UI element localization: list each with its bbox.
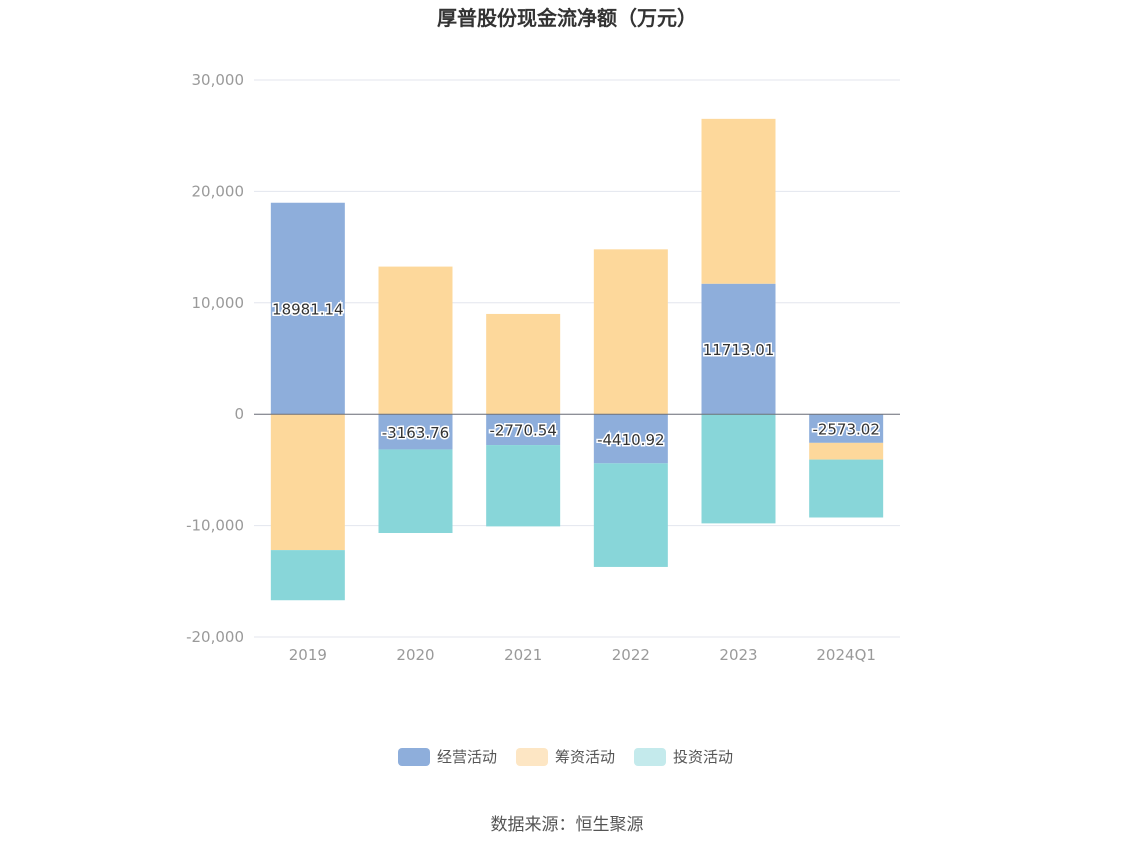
bar-operating	[593, 414, 668, 464]
y-tick-label: 20,000	[192, 182, 245, 200]
legend-item[interactable]: 筹资活动	[516, 748, 615, 766]
y-tick-label: 30,000	[192, 71, 245, 89]
x-tick-label: 2021	[504, 646, 542, 664]
data-label: 11713.01	[703, 341, 775, 359]
y-tick-label: -10,000	[186, 517, 244, 535]
x-tick-label: 2020	[396, 646, 434, 664]
chart-title: 厚普股份现金流净额（万元）	[437, 6, 697, 30]
x-tick-label: 2019	[289, 646, 327, 664]
legend-label: 筹资活动	[555, 748, 615, 766]
bar-financing	[809, 442, 884, 460]
x-axis: 2019 2020 2021 2022 2023 2024Q1	[289, 646, 876, 664]
y-tick-label: 0	[234, 405, 244, 423]
y-tick-label: -20,000	[186, 628, 244, 646]
bar-financing	[701, 118, 776, 284]
data-label: -2573.02	[812, 421, 879, 439]
x-tick-label: 2024Q1	[816, 646, 876, 664]
bar-investing	[378, 449, 453, 533]
data-label: -2770.54	[489, 422, 556, 440]
bar-investing	[593, 463, 668, 567]
data-label: 18981.14	[272, 300, 344, 318]
x-tick-label: 2022	[612, 646, 650, 664]
x-tick-label: 2023	[719, 646, 757, 664]
bar-financing	[593, 249, 668, 415]
bar-financing	[486, 313, 561, 415]
bars	[270, 118, 884, 601]
bar-operating	[270, 202, 345, 415]
grid-lines	[254, 79, 900, 638]
legend-item[interactable]: 投资活动	[634, 748, 733, 766]
bar-operating	[378, 414, 453, 450]
legend-swatch	[634, 748, 666, 766]
bar-financing	[270, 414, 345, 551]
bar-financing	[378, 266, 453, 415]
bar-operating	[701, 283, 776, 415]
source-note: 数据来源：恒生聚源	[491, 815, 644, 835]
legend-label: 投资活动	[673, 748, 733, 766]
data-label: -3163.76	[382, 424, 449, 442]
y-axis: 30,000 20,000 10,000 0 -10,000 -20,000	[186, 71, 244, 646]
legend-swatch	[516, 748, 548, 766]
bar-investing	[270, 550, 345, 601]
bar-investing	[701, 414, 776, 524]
bar-investing	[809, 459, 884, 518]
data-labels: 18981.14 -3163.76 -2770.54 -4410.92 11713.01…	[271, 299, 882, 450]
legend-label: 经营活动	[437, 748, 497, 766]
y-tick-label: 10,000	[192, 294, 245, 312]
bar-investing	[486, 445, 561, 527]
data-label: -4410.92	[597, 431, 664, 449]
legend-swatch	[398, 748, 430, 766]
legend[interactable]: 经营活动 筹资活动 投资活动	[398, 748, 733, 766]
legend-item[interactable]: 经营活动	[398, 748, 497, 766]
bar-operating	[809, 414, 884, 443]
bar-operating	[486, 414, 561, 446]
